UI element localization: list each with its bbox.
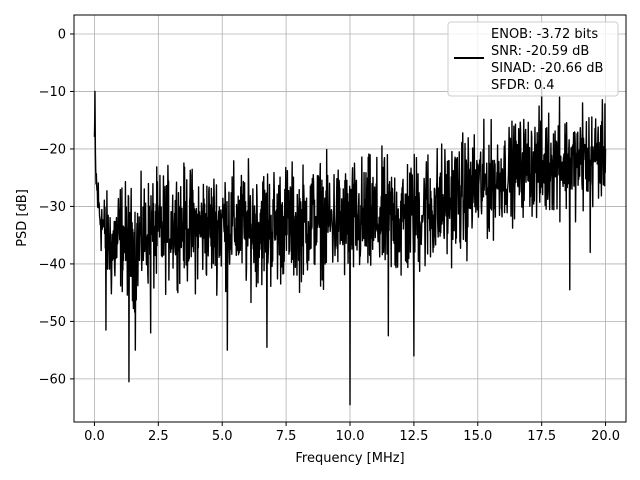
x-tick-label: 0.0 bbox=[84, 429, 105, 444]
y-tick-label: −50 bbox=[39, 315, 66, 330]
y-tick-label: 0 bbox=[58, 27, 66, 42]
y-tick-label: −30 bbox=[39, 200, 66, 215]
x-tick-label: 7.5 bbox=[276, 429, 297, 444]
y-tick-label: −20 bbox=[39, 142, 66, 157]
x-tick-label: 20.0 bbox=[591, 429, 620, 444]
y-tick-label: −40 bbox=[39, 257, 66, 272]
y-axis-label: PSD [dB] bbox=[15, 189, 30, 247]
legend: ENOB: -3.72 bits SNR: -20.59 dB SINAD: -… bbox=[447, 21, 619, 97]
y-tick-label: −10 bbox=[39, 85, 66, 100]
x-tick-label: 2.5 bbox=[148, 429, 169, 444]
legend-snr: SNR: -20.59 dB bbox=[491, 44, 589, 59]
legend-sinad: SINAD: -20.66 dB bbox=[491, 61, 603, 76]
y-tick-label: −60 bbox=[39, 372, 66, 387]
legend-sfdr: SFDR: 0.4 bbox=[491, 78, 555, 93]
psd-series-line bbox=[93, 85, 607, 406]
x-tick-label: 15.0 bbox=[463, 429, 492, 444]
x-axis-label: Frequency [MHz] bbox=[295, 451, 404, 466]
x-tick-label: 5.0 bbox=[212, 429, 233, 444]
y-axis: 0 −10 −20 −30 −40 −50 −60 bbox=[39, 27, 74, 387]
x-tick-label: 10.0 bbox=[336, 429, 365, 444]
legend-enob: ENOB: -3.72 bits bbox=[491, 27, 598, 42]
x-tick-label: 12.5 bbox=[399, 429, 428, 444]
legend-box bbox=[447, 21, 619, 97]
x-axis: 0.0 2.5 5.0 7.5 10.0 12.5 15.0 17.5 20.0 bbox=[84, 422, 620, 444]
plot-area bbox=[93, 85, 607, 406]
x-tick-label: 17.5 bbox=[527, 429, 556, 444]
